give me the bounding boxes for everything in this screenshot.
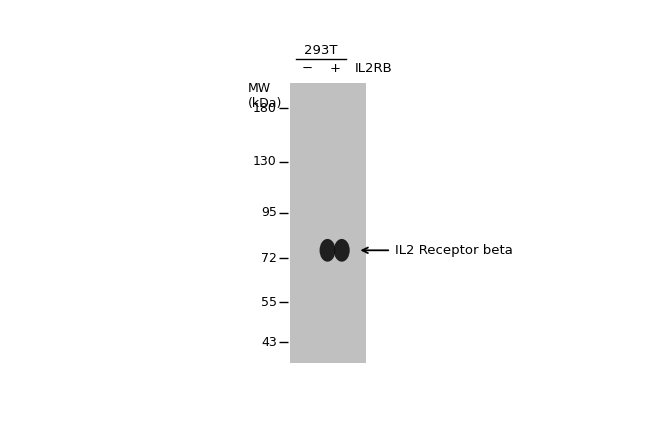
Text: 55: 55 xyxy=(261,296,277,308)
Text: 180: 180 xyxy=(253,102,277,115)
Ellipse shape xyxy=(334,239,350,262)
Text: 43: 43 xyxy=(261,336,277,349)
Text: +: + xyxy=(329,62,340,75)
Bar xyxy=(291,83,366,362)
Text: IL2 Receptor beta: IL2 Receptor beta xyxy=(395,244,512,257)
Text: IL2RB: IL2RB xyxy=(355,62,393,75)
Text: 130: 130 xyxy=(253,155,277,168)
Text: −: − xyxy=(302,62,313,75)
Text: 72: 72 xyxy=(261,252,277,265)
Text: 293T: 293T xyxy=(304,44,337,57)
Text: 95: 95 xyxy=(261,206,277,219)
Text: MW
(kDa): MW (kDa) xyxy=(248,81,282,110)
Ellipse shape xyxy=(320,239,335,262)
